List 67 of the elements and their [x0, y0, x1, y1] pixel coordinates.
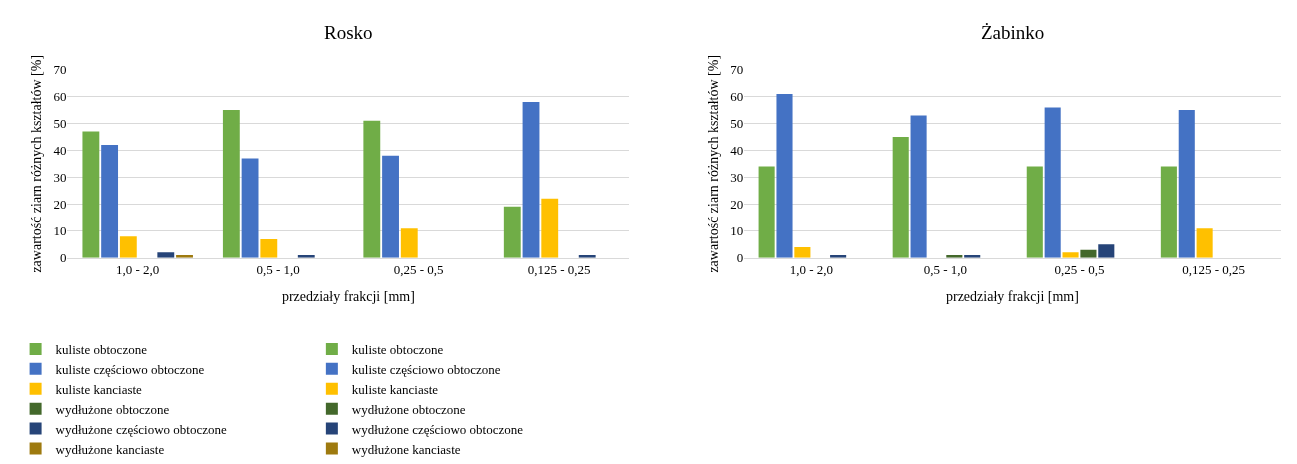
x-tick-label: 0,25 - 0,5 — [393, 262, 444, 278]
legend-label: kuliste obtoczone — [55, 342, 148, 358]
x-tick-label: 1,0 - 2,0 — [789, 262, 833, 278]
bar — [260, 238, 278, 258]
legend-label: wydłużone obtoczone — [55, 401, 170, 417]
chart-title: Żabinko — [981, 22, 1045, 43]
x-axis-title: przedziały frakcji [mm] — [945, 288, 1079, 304]
legend-label: wydłużone częściowo obtoczone — [55, 421, 227, 437]
bar — [541, 198, 559, 258]
y-tick-label: 10 — [730, 223, 744, 239]
y-tick-label: 40 — [730, 142, 744, 158]
bar — [222, 110, 240, 258]
y-tick-label: 60 — [730, 89, 744, 105]
bar — [758, 166, 775, 258]
bar — [1044, 107, 1061, 258]
legend-label: wydłużone kanciaste — [351, 441, 461, 457]
y-tick-label: 0 — [59, 250, 67, 266]
bar — [1196, 228, 1213, 258]
legend-label: kuliste częściowo obtoczone — [351, 361, 501, 377]
x-tick-label: 0,25 - 0,5 — [1054, 262, 1105, 278]
legend-label: kuliste kanciaste — [55, 381, 143, 397]
bar — [503, 206, 521, 258]
y-tick-label: 30 — [730, 169, 744, 185]
bar — [1160, 166, 1177, 258]
y-tick-label: 40 — [53, 142, 67, 158]
bar — [522, 102, 540, 258]
y-tick-label: 10 — [53, 223, 67, 239]
y-axis-title: zawartość ziarn różnych kształtów [%] — [705, 54, 721, 273]
bar — [1098, 244, 1115, 258]
bar — [794, 246, 811, 258]
y-tick-label: 70 — [730, 62, 744, 78]
bar — [119, 236, 137, 258]
y-tick-label: 70 — [53, 62, 67, 78]
bar — [1062, 252, 1079, 258]
y-tick-label: 20 — [53, 196, 67, 212]
x-tick-label: 0,125 - 0,25 — [1182, 262, 1245, 278]
y-tick-label: 30 — [53, 169, 67, 185]
bar — [157, 252, 175, 258]
legend-label: kuliste częściowo obtoczone — [55, 361, 205, 377]
bar — [101, 144, 119, 258]
y-tick-label: 50 — [53, 116, 67, 132]
legend-label: wydłużone częściowo obtoczone — [351, 421, 524, 437]
legend-label: wydłużone obtoczone — [351, 401, 466, 417]
x-tick-label: 0,5 - 1,0 — [256, 262, 300, 278]
legend-label: kuliste kanciaste — [351, 381, 439, 397]
y-axis-title: zawartość ziarn różnych kształtów [%] — [29, 54, 45, 273]
chart-title: Rosko — [324, 22, 373, 43]
bar — [400, 228, 418, 258]
bar — [382, 155, 399, 258]
x-tick-label: 0,5 - 1,0 — [923, 262, 968, 278]
x-tick-label: 1,0 - 2,0 — [116, 262, 160, 278]
bar — [241, 158, 259, 258]
bar — [82, 131, 100, 258]
bar — [776, 93, 793, 258]
y-tick-label: 60 — [53, 89, 67, 105]
bar — [910, 115, 927, 258]
y-tick-label: 0 — [736, 250, 744, 266]
bar — [892, 136, 909, 258]
bar — [363, 120, 381, 258]
legend-label: kuliste obtoczone — [351, 342, 444, 358]
x-tick-label: 0,125 - 0,25 — [527, 262, 591, 278]
legend-label: wydłużone kanciaste — [55, 441, 165, 457]
y-tick-label: 20 — [730, 196, 744, 212]
y-tick-label: 50 — [730, 116, 744, 132]
bar — [1178, 110, 1195, 258]
x-axis-title: przedziały frakcji [mm] — [281, 288, 415, 304]
bar — [1026, 166, 1043, 258]
